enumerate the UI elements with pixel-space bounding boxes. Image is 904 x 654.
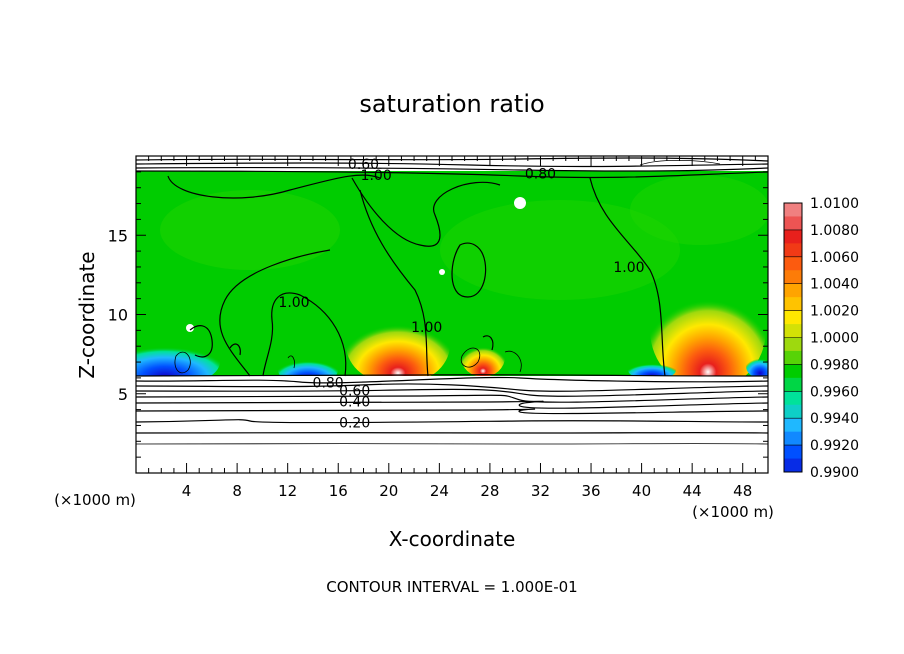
colorbar-swatch — [784, 310, 802, 338]
x-axis-unit: (×1000 m) — [692, 503, 774, 521]
contour-label-text: 0.60 — [339, 384, 370, 400]
contour-label: 1.00 — [278, 295, 309, 311]
colorbar-swatch-shade — [784, 377, 802, 392]
colorbar-label: 1.0020 — [810, 304, 859, 320]
colorbar-label: 1.0000 — [810, 331, 859, 347]
colorbar-swatch-shade — [784, 297, 802, 311]
colorbar-swatch-shade — [784, 431, 802, 446]
colorbar-label: 0.9940 — [810, 411, 859, 427]
contour-label-text: 0.80 — [525, 166, 556, 182]
contour-labels: 0.601.00 0.801.001.001.000.800.600.400.20 — [278, 157, 644, 431]
x-tick-label: 44 — [683, 482, 702, 500]
x-tick-label: 4 — [182, 482, 192, 500]
contour-label: 0.60 — [339, 384, 370, 400]
colorbar-swatch — [784, 229, 802, 258]
x-tick-label: 48 — [733, 482, 752, 500]
colorbar-swatch — [784, 364, 802, 392]
colorbar-swatch — [784, 337, 802, 365]
y-axis-unit: (×1000 m) — [54, 491, 136, 509]
contour-label: 0.60 — [348, 157, 379, 173]
colorbar-swatch-shade — [784, 216, 802, 230]
y-tick-labels: 5 10 15 — [108, 226, 128, 404]
saturation-field — [136, 156, 768, 473]
contour-label: 0.20 — [339, 415, 370, 431]
contour-label-text: 0.40 — [339, 395, 370, 411]
x-tick-labels: 4 8 12 16 20 24 28 32 36 40 44 48 — [182, 482, 752, 500]
colorbar-label: 0.9920 — [810, 438, 859, 454]
y-tick-label: 10 — [108, 306, 128, 325]
contour-label-text: 0.80 — [313, 376, 344, 392]
colorbar-label: 0.9980 — [810, 357, 859, 373]
colorbar-swatch — [784, 203, 802, 231]
contour-label-text: 0.60 — [348, 157, 379, 173]
x-tick-label: 12 — [278, 482, 297, 500]
colorbar-label: 1.0100 — [810, 196, 859, 212]
chart-title: saturation ratio — [359, 90, 544, 118]
contour-label-text: 0.20 — [339, 415, 370, 431]
contour-label: 1.00 — [361, 168, 392, 184]
colorbar-swatch-shade — [784, 270, 802, 284]
colorbar-swatch-shade — [784, 243, 802, 257]
colorbar-swatch-shade — [784, 350, 802, 365]
colorbar-swatch — [784, 418, 802, 446]
contour-label: 0.80 — [313, 376, 344, 392]
colorbar-label: 1.0080 — [810, 223, 859, 239]
y-tick-label: 15 — [108, 226, 128, 245]
colorbar-swatch — [784, 445, 802, 473]
contour-label-text: 1.00 — [278, 295, 309, 311]
colorbar-label: 1.0060 — [810, 250, 859, 266]
colorbar-label: 0.9960 — [810, 384, 859, 400]
contour-lines — [136, 157, 768, 445]
colorbar-swatch — [784, 283, 802, 312]
x-tick-label: 24 — [430, 482, 449, 500]
x-tick-label: 20 — [379, 482, 398, 500]
contour-label: 1.00 — [411, 320, 442, 336]
cold-patch-left — [136, 337, 220, 387]
contour-label: 0.80 — [525, 166, 556, 182]
contour-interval-note: CONTOUR INTERVAL = 1.000E-01 — [326, 578, 577, 596]
colorbar-label: 0.9900 — [810, 465, 859, 481]
x-tick-label: 16 — [329, 482, 348, 500]
contour-label-text: 1.00 — [361, 168, 392, 184]
colorbar-swatch — [784, 256, 802, 285]
contour-label-text: 1.00 — [613, 260, 644, 276]
x-tick-label: 28 — [480, 482, 499, 500]
y-tick-label: 5 — [118, 385, 128, 404]
colorbar-swatch-shade — [784, 324, 802, 338]
warm-plume-x21 — [346, 305, 450, 385]
colorbar-swatch — [784, 391, 802, 419]
x-tick-label: 8 — [232, 482, 242, 500]
colorbar-label: 1.0040 — [810, 277, 859, 293]
x-tick-label: 36 — [581, 482, 600, 500]
contour-label-text: 1.00 — [411, 320, 442, 336]
colorbar-swatch-shade — [784, 458, 802, 472]
contour-label: 1.00 — [613, 260, 644, 276]
x-tick-label: 40 — [632, 482, 651, 500]
y-axis-label: Z-coordinate — [75, 251, 99, 378]
contour-label: 0.40 — [339, 395, 370, 411]
warm-plume-x44 — [650, 270, 766, 390]
colorbar-swatch-shade — [784, 404, 802, 419]
colorbar: 1.0100 1.0080 1.0060 1.0040 1.0020 1.0000 0.99… — [783, 196, 859, 481]
x-tick-label: 32 — [531, 482, 550, 500]
axis-ticks — [136, 156, 768, 473]
x-axis-label: X-coordinate — [389, 527, 516, 551]
